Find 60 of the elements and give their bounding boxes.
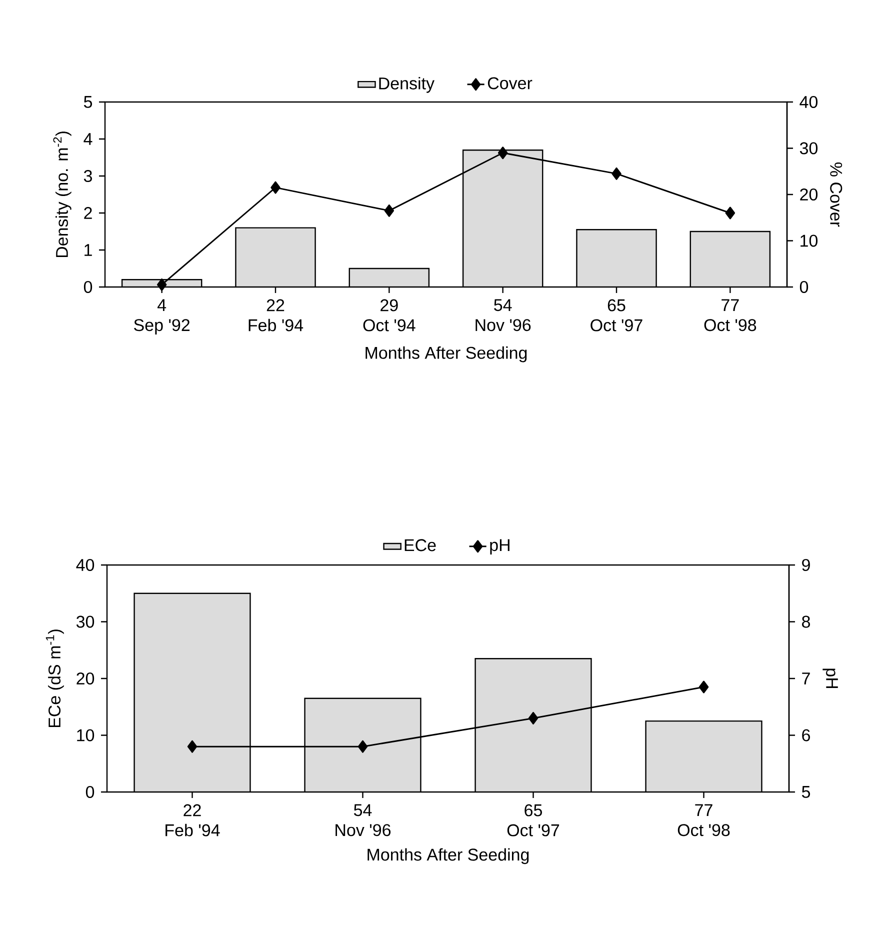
point bbox=[270, 181, 280, 194]
y2-tick-label: 5 bbox=[802, 786, 810, 798]
y-tick-label: 20 bbox=[76, 672, 94, 685]
x-tick-label: 77 Oct '98 bbox=[678, 804, 730, 836]
x-tick-label: 22 Feb '94 bbox=[166, 804, 220, 836]
x-tick-label: 77 Oct '98 bbox=[704, 299, 756, 332]
y-tick-label: 3 bbox=[84, 170, 92, 182]
x-tick-label: 54 Nov '96 bbox=[336, 804, 391, 836]
x-tick-label: 65 Oct '97 bbox=[507, 804, 560, 836]
legend-label: pH bbox=[490, 539, 510, 554]
y-tick-label: 10 bbox=[77, 729, 94, 742]
bar bbox=[236, 228, 316, 287]
y2-tick-label: 10 bbox=[800, 234, 818, 247]
point bbox=[698, 680, 709, 694]
legend-label: ECe bbox=[404, 539, 436, 552]
x-tick-label: 4 Sep '92 bbox=[134, 299, 190, 334]
bar bbox=[645, 720, 762, 792]
point bbox=[384, 204, 394, 217]
bar bbox=[463, 150, 543, 287]
y2-tick-label: 0 bbox=[800, 280, 808, 294]
y-tick-label: 5 bbox=[84, 96, 92, 108]
y-tick-label: 4 bbox=[84, 133, 92, 145]
x-tick-label: 29 Oct '94 bbox=[363, 299, 416, 332]
x-tick-label: 54 Nov '96 bbox=[476, 299, 531, 332]
point bbox=[612, 167, 622, 180]
y2-tick-label: 20 bbox=[800, 188, 818, 201]
y2-tick-label: 40 bbox=[800, 96, 818, 108]
point bbox=[528, 712, 538, 724]
x-axis-title: Months After Seeding bbox=[366, 346, 527, 362]
y2-axis-title: pH bbox=[822, 668, 838, 688]
bar bbox=[474, 658, 592, 792]
y-tick-label: 30 bbox=[76, 616, 94, 628]
legend-label: Cover bbox=[488, 77, 532, 90]
point bbox=[187, 740, 198, 753]
y2-tick-label: 8 bbox=[802, 616, 810, 628]
x-axis-title: Months After Seeding bbox=[368, 848, 529, 864]
x-tick-label: 65 Oct '97 bbox=[590, 299, 642, 332]
point bbox=[498, 146, 508, 160]
y2-tick-label: 7 bbox=[802, 672, 810, 684]
point bbox=[156, 278, 167, 291]
bar bbox=[576, 230, 656, 287]
bar bbox=[134, 592, 251, 792]
y2-tick-label: 6 bbox=[802, 729, 810, 742]
point bbox=[358, 740, 368, 753]
bar bbox=[349, 268, 429, 287]
y-tick-label: 0 bbox=[84, 280, 92, 294]
bar bbox=[690, 230, 771, 287]
point bbox=[725, 206, 736, 220]
y-axis-title: Density (no. m$^{-2}$) bbox=[53, 132, 72, 258]
y-axis-title: ECe (dS m$^{-1}$) bbox=[46, 630, 64, 728]
y-tick-label: 2 bbox=[84, 207, 92, 219]
y-tick-label: 1 bbox=[84, 244, 92, 256]
y2-tick-label: 9 bbox=[802, 558, 810, 572]
bar bbox=[304, 698, 421, 792]
y2-tick-label: 30 bbox=[800, 142, 818, 154]
x-tick-label: 22 Feb '94 bbox=[248, 299, 304, 332]
legend-label: Density bbox=[379, 76, 434, 93]
y-tick-label: 0 bbox=[86, 786, 94, 798]
y2-axis-title: % Cover bbox=[830, 162, 842, 227]
y-tick-label: 40 bbox=[76, 558, 94, 572]
